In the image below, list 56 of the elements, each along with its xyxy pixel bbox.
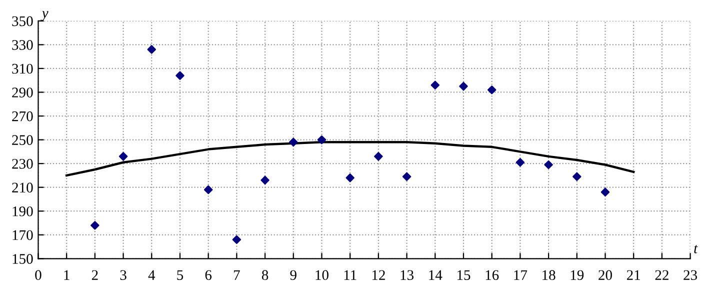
x-tick-label: 17 [514, 270, 528, 280]
y-tick-label: 170 [12, 230, 33, 240]
point [289, 138, 298, 147]
x-axis-title: t [694, 244, 698, 254]
point [147, 45, 156, 54]
point [204, 185, 213, 194]
x-tick-label: 8 [262, 270, 268, 280]
point [544, 160, 553, 170]
y-tick-label: 150 [12, 254, 33, 264]
point [459, 82, 468, 91]
x-tick-label: 5 [177, 270, 184, 280]
point [402, 172, 412, 181]
x-tick-label: 10 [316, 270, 328, 280]
x-tick-label: 4 [148, 270, 156, 280]
x-tick-label: 7 [234, 270, 240, 280]
x-tick-label: 12 [372, 270, 385, 280]
y-tick-label: 350 [12, 16, 33, 26]
y-tick-label: 310 [12, 64, 33, 74]
point [430, 80, 440, 90]
point [232, 235, 242, 244]
point [260, 176, 270, 185]
point [118, 152, 128, 161]
y-axis-title: y [40, 11, 48, 21]
x-tick-label: 3 [120, 270, 126, 280]
y-tick-label: 290 [12, 88, 33, 98]
y-tick-label: 270 [12, 111, 33, 122]
point [176, 71, 184, 80]
x-tick-label: 9 [290, 270, 296, 280]
point [487, 85, 496, 94]
point [374, 152, 383, 161]
x-tick-label: 14 [429, 270, 442, 280]
x-tick-label: 16 [486, 270, 499, 280]
x-tick-label: 0 [35, 270, 42, 280]
x-tick-label: 22 [655, 270, 668, 280]
point [572, 172, 582, 181]
x-tick-label: 6 [205, 270, 212, 280]
point [516, 158, 525, 167]
y-tick-label: 250 [12, 135, 33, 145]
y-tick-label: 230 [12, 158, 33, 169]
x-tick-label: 15 [457, 270, 470, 280]
x-tick-label: 13 [400, 270, 414, 280]
x-tick-label: 1 [64, 270, 70, 280]
y-tick-label: 330 [12, 40, 33, 50]
y-tick-label: 210 [12, 182, 33, 193]
x-tick-label: 21 [626, 270, 640, 280]
point [346, 173, 354, 182]
x-tick-label: 2 [92, 270, 98, 280]
y-tick-label: 190 [12, 206, 33, 216]
x-tick-label: 20 [598, 270, 612, 280]
point [600, 188, 610, 196]
point [90, 220, 100, 230]
x-tick-label: 11 [344, 270, 356, 280]
point [317, 135, 326, 144]
x-tick-label: 23 [684, 270, 698, 280]
x-tick-label: 19 [570, 270, 584, 280]
x-tick-label: 18 [542, 270, 556, 280]
